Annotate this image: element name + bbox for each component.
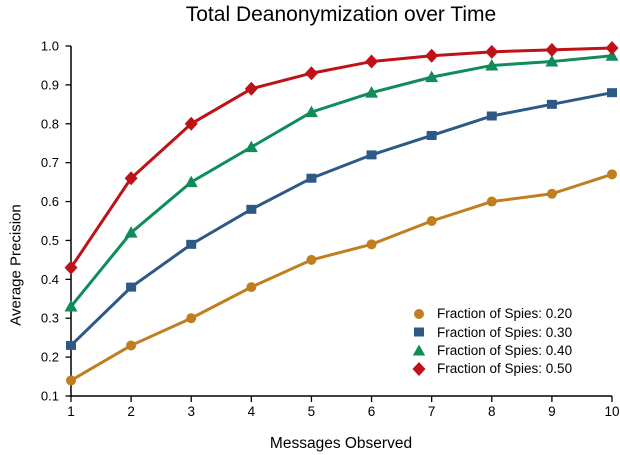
data-point-marker xyxy=(485,44,499,59)
legend-label: Fraction of Spies: 0.30 xyxy=(437,324,573,340)
data-point-marker xyxy=(246,282,257,293)
data-point-marker xyxy=(607,88,617,98)
y-axis-label: Average Precision xyxy=(7,204,25,326)
y-tick-label: 0.5 xyxy=(41,233,59,248)
legend-row: Fraction of Spies: 0.50 xyxy=(412,360,572,378)
data-point-marker xyxy=(246,204,257,214)
data-point-marker xyxy=(425,70,439,83)
triangle-marker-icon xyxy=(412,344,426,356)
data-point-marker xyxy=(425,48,439,63)
x-tick-label: 1 xyxy=(67,404,75,419)
y-tick-label: 0.3 xyxy=(41,311,59,326)
data-point-marker xyxy=(485,58,499,71)
square-marker-icon xyxy=(414,327,424,337)
data-point-marker xyxy=(184,175,198,188)
data-point-marker xyxy=(244,81,258,96)
data-point-marker xyxy=(486,196,497,207)
data-point-marker xyxy=(546,188,557,199)
y-tick-label: 0.9 xyxy=(41,77,59,92)
data-point-marker xyxy=(366,150,377,160)
x-tick-label: 6 xyxy=(368,404,376,419)
y-tick-label: 0.2 xyxy=(41,350,59,365)
y-tick-label: 0.1 xyxy=(41,389,59,404)
x-tick-label: 7 xyxy=(428,404,436,419)
x-tick-label: 2 xyxy=(127,404,135,419)
data-point-marker xyxy=(184,116,198,131)
legend-label: Fraction of Spies: 0.40 xyxy=(437,342,573,358)
legend-label: Fraction of Spies: 0.20 xyxy=(437,306,573,322)
series-line-2 xyxy=(69,54,613,308)
data-point-marker xyxy=(66,340,76,350)
y-tick-label: 0.7 xyxy=(41,155,59,170)
data-point-marker xyxy=(244,140,258,153)
data-point-marker xyxy=(545,55,559,67)
data-point-marker xyxy=(124,226,138,238)
data-point-marker xyxy=(306,254,317,265)
data-point-marker xyxy=(306,173,317,183)
data-point-marker xyxy=(186,313,197,324)
data-point-marker xyxy=(546,99,557,109)
data-point-marker xyxy=(304,66,318,81)
data-point-marker xyxy=(605,49,619,61)
data-point-marker xyxy=(486,111,497,121)
x-tick-label: 9 xyxy=(548,404,556,419)
x-tick-label: 4 xyxy=(248,404,256,419)
data-point-marker xyxy=(186,239,197,249)
diamond-marker-icon xyxy=(412,361,426,376)
data-point-marker xyxy=(126,282,137,292)
data-point-marker xyxy=(366,239,377,250)
legend: Fraction of Spies: 0.20 Fraction of Spie… xyxy=(412,305,572,378)
data-point-marker xyxy=(607,169,617,180)
data-point-marker xyxy=(126,340,137,351)
series-line-0 xyxy=(70,172,613,382)
data-point-marker xyxy=(365,86,379,98)
legend-row: Fraction of Spies: 0.30 xyxy=(412,323,572,341)
data-point-marker xyxy=(545,42,559,57)
x-tick-label: 10 xyxy=(604,404,619,419)
series-line-3 xyxy=(69,46,613,269)
x-tick-label: 3 xyxy=(187,404,195,419)
data-point-marker xyxy=(365,54,379,69)
series-line-1 xyxy=(69,91,613,347)
data-point-marker xyxy=(426,216,437,226)
y-tick-label: 0.8 xyxy=(41,116,59,131)
y-tick-label: 1.0 xyxy=(41,39,59,54)
y-tick-label: 0.6 xyxy=(41,194,59,209)
circle-marker-icon xyxy=(414,309,424,320)
chart-title: Total Deanonymization over Time xyxy=(185,3,497,26)
data-point-marker xyxy=(64,300,78,312)
legend-label: Fraction of Spies: 0.50 xyxy=(437,360,573,376)
legend-row: Fraction of Spies: 0.40 xyxy=(412,341,572,359)
legend-row: Fraction of Spies: 0.20 xyxy=(412,305,572,323)
x-tick-label: 8 xyxy=(488,404,496,419)
data-point-marker xyxy=(124,171,138,186)
x-tick-label: 5 xyxy=(308,404,316,419)
data-point-marker xyxy=(66,375,76,386)
x-axis-label: Messages Observed xyxy=(269,435,413,452)
data-point-marker xyxy=(605,40,619,55)
y-tick-label: 0.4 xyxy=(41,272,59,287)
data-point-marker xyxy=(426,130,437,140)
data-point-marker xyxy=(64,260,78,275)
data-point-marker xyxy=(304,105,318,118)
